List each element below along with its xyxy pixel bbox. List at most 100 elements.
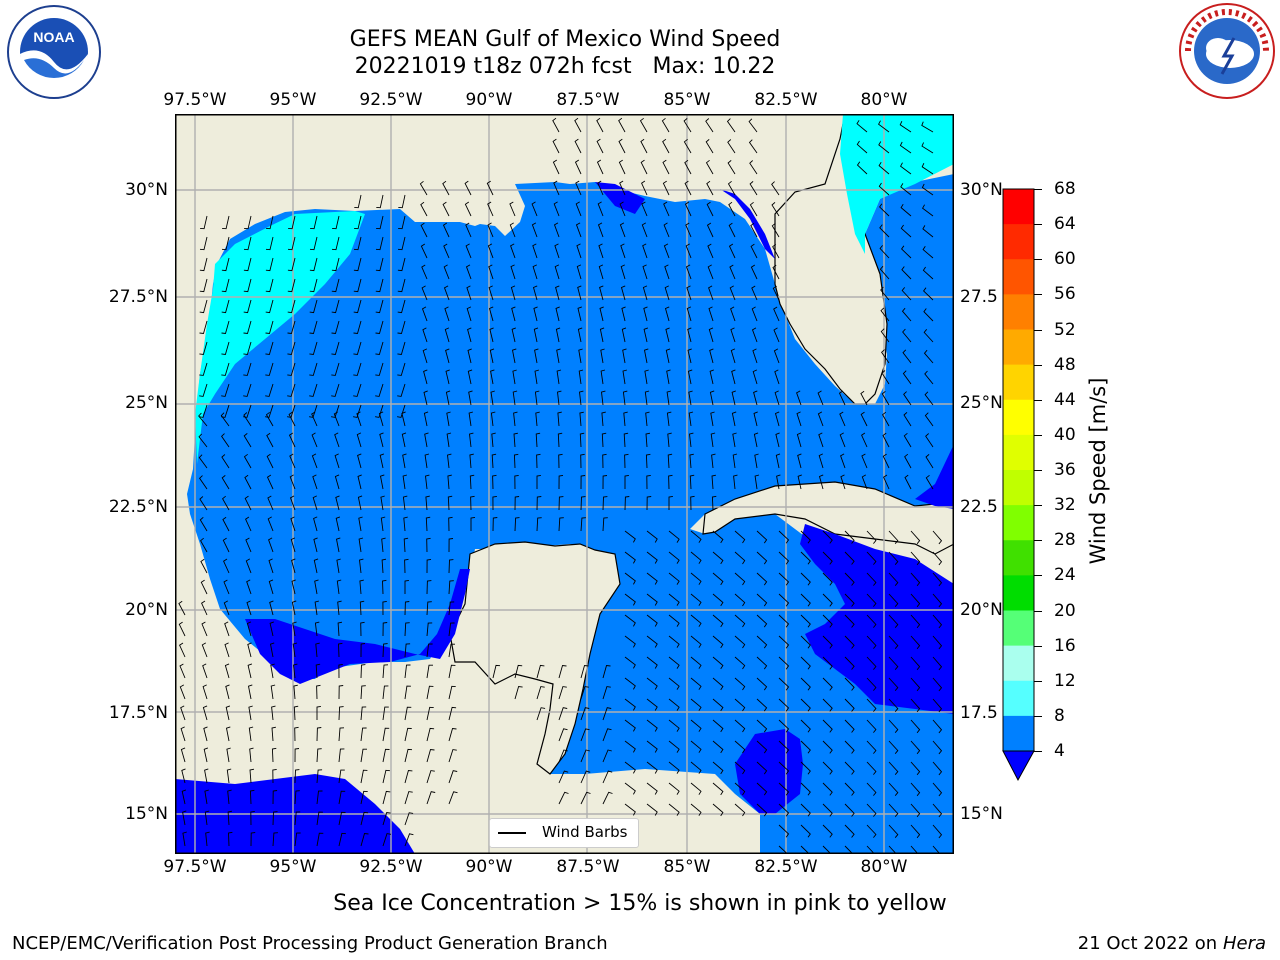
wind-barb xyxy=(622,348,627,364)
wind-barb xyxy=(844,530,855,544)
wind-barb xyxy=(771,222,780,238)
wind-barb xyxy=(712,698,724,712)
wind-barb xyxy=(910,677,921,692)
colorbar-tick-mark xyxy=(1034,715,1042,717)
wind-barb xyxy=(686,306,692,322)
wind-barb xyxy=(488,264,494,280)
wind-barb xyxy=(448,770,458,784)
wind-barb xyxy=(382,727,390,742)
wind-barb xyxy=(267,516,274,532)
wind-barb xyxy=(338,642,343,658)
wind-barb xyxy=(511,327,516,343)
wind-barb xyxy=(712,593,724,607)
wind-barb xyxy=(309,320,318,334)
wind-barb xyxy=(775,453,781,469)
lon-label-top: 97.5°W xyxy=(163,90,227,110)
wind-barb xyxy=(492,474,497,490)
wind-barb xyxy=(266,453,274,469)
wind-barb xyxy=(668,593,680,606)
wind-barb xyxy=(756,803,768,817)
wind-barb xyxy=(899,141,912,154)
wind-barb xyxy=(880,286,890,301)
wind-barb xyxy=(536,453,541,469)
wind-barb xyxy=(618,138,626,154)
wind-barb xyxy=(272,790,278,805)
wind-barb xyxy=(903,432,912,448)
wind-barb xyxy=(509,222,516,238)
wind-barb xyxy=(866,740,877,754)
wind-barb xyxy=(287,299,296,314)
wind-barb xyxy=(309,341,318,356)
wind-barb xyxy=(338,663,343,679)
wind-barb xyxy=(511,306,516,322)
wind-barb xyxy=(246,579,252,595)
wind-barb xyxy=(200,558,208,574)
wind-barb xyxy=(932,803,943,818)
wind-barb xyxy=(404,770,413,784)
wind-barb xyxy=(580,475,586,490)
wind-barb xyxy=(397,299,406,314)
wind-barb xyxy=(376,194,384,209)
wind-barb xyxy=(404,812,414,826)
wind-barb xyxy=(839,432,846,448)
wind-barb xyxy=(558,707,568,721)
wind-barb xyxy=(199,299,208,314)
wind-barb xyxy=(822,593,833,607)
wind-barb xyxy=(598,264,604,280)
wind-barb xyxy=(360,685,366,700)
wind-barb xyxy=(778,551,790,565)
wind-barb xyxy=(334,432,340,448)
wind-barb xyxy=(353,278,362,293)
wind-barb xyxy=(316,811,323,826)
colorbar-segment xyxy=(1003,610,1034,647)
wind-barb xyxy=(776,474,781,490)
wind-barb xyxy=(557,390,562,406)
wind-barb xyxy=(247,663,253,679)
wind-barb xyxy=(250,832,256,847)
wind-barb xyxy=(900,203,912,217)
wind-barb xyxy=(705,139,714,154)
wind-barb xyxy=(778,719,790,733)
wind-barb xyxy=(379,474,385,490)
wind-barb xyxy=(856,161,868,175)
wind-barb xyxy=(575,180,582,196)
wind-barb xyxy=(687,348,692,364)
wind-barb xyxy=(448,749,457,763)
wind-barb xyxy=(512,390,518,406)
wind-barb xyxy=(292,621,297,637)
map-subtitle: 20221019 t18z 072h fcst Max: 10.22 xyxy=(354,54,776,79)
wind-barb xyxy=(270,684,276,700)
wind-barb xyxy=(290,516,296,532)
wind-barb xyxy=(663,201,670,217)
wind-barb xyxy=(579,411,584,427)
wind-barb xyxy=(796,411,802,427)
wind-barb xyxy=(403,516,408,532)
colorbar-tick-label: 24 xyxy=(1054,565,1076,586)
wind-barb xyxy=(663,222,670,238)
wind-barb xyxy=(445,348,450,364)
lat-label-left: 25°N xyxy=(125,393,168,413)
wind-barb xyxy=(398,215,406,230)
wind-barb xyxy=(420,222,428,238)
wind-barb xyxy=(201,621,208,637)
wind-barb xyxy=(486,180,494,196)
wind-barb xyxy=(818,432,824,448)
wind-barb xyxy=(923,308,934,322)
wind-barb xyxy=(646,635,658,648)
wind-barb xyxy=(444,327,450,343)
wind-barb xyxy=(513,432,518,448)
wind-barb xyxy=(199,496,208,511)
wind-barb xyxy=(397,278,406,293)
wind-barb xyxy=(266,474,274,490)
wind-barb xyxy=(624,719,636,732)
wind-barb xyxy=(646,474,651,490)
lat-label-right: 30°N xyxy=(960,180,1003,200)
wind-barb xyxy=(888,677,899,691)
wind-barb xyxy=(778,698,790,712)
wind-barb xyxy=(778,614,790,628)
wind-barb xyxy=(756,530,768,544)
wind-barb xyxy=(621,327,627,343)
wind-barb xyxy=(199,278,208,293)
wind-barb xyxy=(222,215,230,230)
map-title: GEFS MEAN Gulf of Mexico Wind Speed xyxy=(349,27,781,52)
